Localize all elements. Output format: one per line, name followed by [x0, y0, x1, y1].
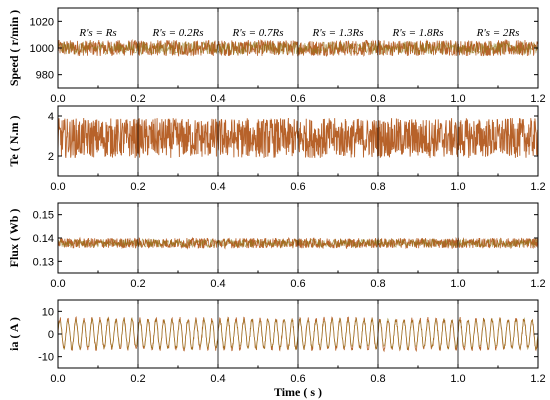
- xticks-speed: 0.0 0.2 0.4 0.6 0.8 1.0 1.2: [50, 8, 546, 105]
- panel-te: 24 0.0 0.2 0.4 0.6 0.8 1.0 1.2 Te ( N.m ): [7, 105, 546, 193]
- xtick-label: 1.0: [450, 373, 465, 385]
- xtick-label: 1.2: [530, 278, 545, 290]
- xtick-label: 1.0: [450, 181, 465, 193]
- xtick-label: 0.6: [290, 278, 305, 290]
- ylabel-speed: Speed ( r/min ): [7, 10, 21, 86]
- xtick-label: 0.4: [210, 181, 225, 193]
- annotation-label: R's = Rs: [78, 27, 116, 39]
- vlines-speed: [137, 8, 459, 88]
- ytick-label: 1000: [30, 43, 54, 55]
- xtick-label: 0.0: [50, 181, 65, 193]
- xtick-label: 0.4: [210, 278, 225, 290]
- annotation-label: R's = 1.8Rs: [391, 27, 443, 39]
- ytick-label: 4: [48, 111, 54, 123]
- yticks-speed: 980 1000 1020: [30, 16, 538, 82]
- xlabel-time: Time ( s ): [274, 385, 322, 399]
- xtick-label: 1.0: [450, 93, 465, 105]
- ytick-label: 0: [48, 329, 54, 341]
- xtick-label: 0.8: [370, 373, 385, 385]
- ytick-label: -10: [38, 352, 54, 364]
- xtick-label: 0.0: [50, 278, 65, 290]
- xticks-te: 0.0 0.2 0.4 0.6 0.8 1.0 1.2: [50, 106, 546, 193]
- ylabel-te: Te ( N.m ): [7, 116, 21, 167]
- yticks-te: 24: [48, 111, 538, 163]
- ylabel-ia: ia ( A ): [7, 317, 21, 351]
- ytick-label: 0.13: [33, 256, 54, 268]
- ytick-label: 1020: [30, 16, 54, 28]
- ytick-label: 2: [48, 151, 54, 163]
- xtick-label: 0.6: [290, 93, 305, 105]
- xtick-label: 0.0: [50, 93, 65, 105]
- xtick-label: 0.4: [210, 373, 225, 385]
- ytick-label: 0.15: [33, 210, 54, 222]
- ylabel-flux: Flux ( Wb ): [7, 209, 21, 268]
- panel-speed: 980 1000 1020 0.0 0.2 0.4 0.6 0.8 1.0 1.2 Speed …: [7, 7, 546, 105]
- vlines-flux: [137, 203, 459, 273]
- xtick-label: 0.6: [290, 373, 305, 385]
- annotation-label: R's = 1.3Rs: [311, 27, 363, 39]
- xtick-label: 1.2: [530, 373, 545, 385]
- xtick-label: 0.8: [370, 93, 385, 105]
- vlines-te: [137, 106, 459, 176]
- panel-ia: -10 0 10 0.0 0.2 0.4 0.6 0.8 1.0 1.2 ia ( A ) Ti…: [7, 299, 546, 399]
- ytick-label: 980: [36, 70, 54, 82]
- xtick-label: 0.2: [130, 181, 145, 193]
- xticks-ia: 0.0 0.2 0.4 0.6 0.8 1.0 1.2: [50, 300, 546, 385]
- yticks-flux: 0.13 0.14 0.15: [33, 210, 538, 268]
- annotation-label: R's = 0.7Rs: [231, 27, 283, 39]
- xtick-label: 0.8: [370, 278, 385, 290]
- ytick-label: 0.14: [33, 233, 54, 245]
- xtick-label: 0.0: [50, 373, 65, 385]
- panel-flux: 0.13 0.14 0.15 0.0 0.2 0.4 0.6 0.8 1.0 1.2 Flux …: [7, 202, 546, 290]
- xtick-label: 0.2: [130, 278, 145, 290]
- xtick-label: 1.0: [450, 278, 465, 290]
- annotation-label: R's = 0.2Rs: [151, 27, 203, 39]
- xticks-flux: 0.0 0.2 0.4 0.6 0.8 1.0 1.2: [50, 203, 546, 290]
- xtick-label: 0.8: [370, 181, 385, 193]
- vlines-ia: [137, 300, 459, 368]
- annotations-speed: R's = Rs R's = 0.2Rs R's = 0.7Rs R's = 1.3R…: [78, 27, 519, 39]
- xtick-label: 0.6: [290, 181, 305, 193]
- xtick-label: 1.2: [530, 93, 545, 105]
- yticks-ia: -10 0 10: [38, 306, 538, 364]
- ytick-label: 10: [42, 306, 54, 318]
- xtick-label: 0.2: [130, 373, 145, 385]
- xtick-label: 0.4: [210, 93, 225, 105]
- annotation-label: R's = 2Rs: [476, 27, 520, 39]
- xtick-label: 0.2: [130, 93, 145, 105]
- xtick-label: 1.2: [530, 181, 545, 193]
